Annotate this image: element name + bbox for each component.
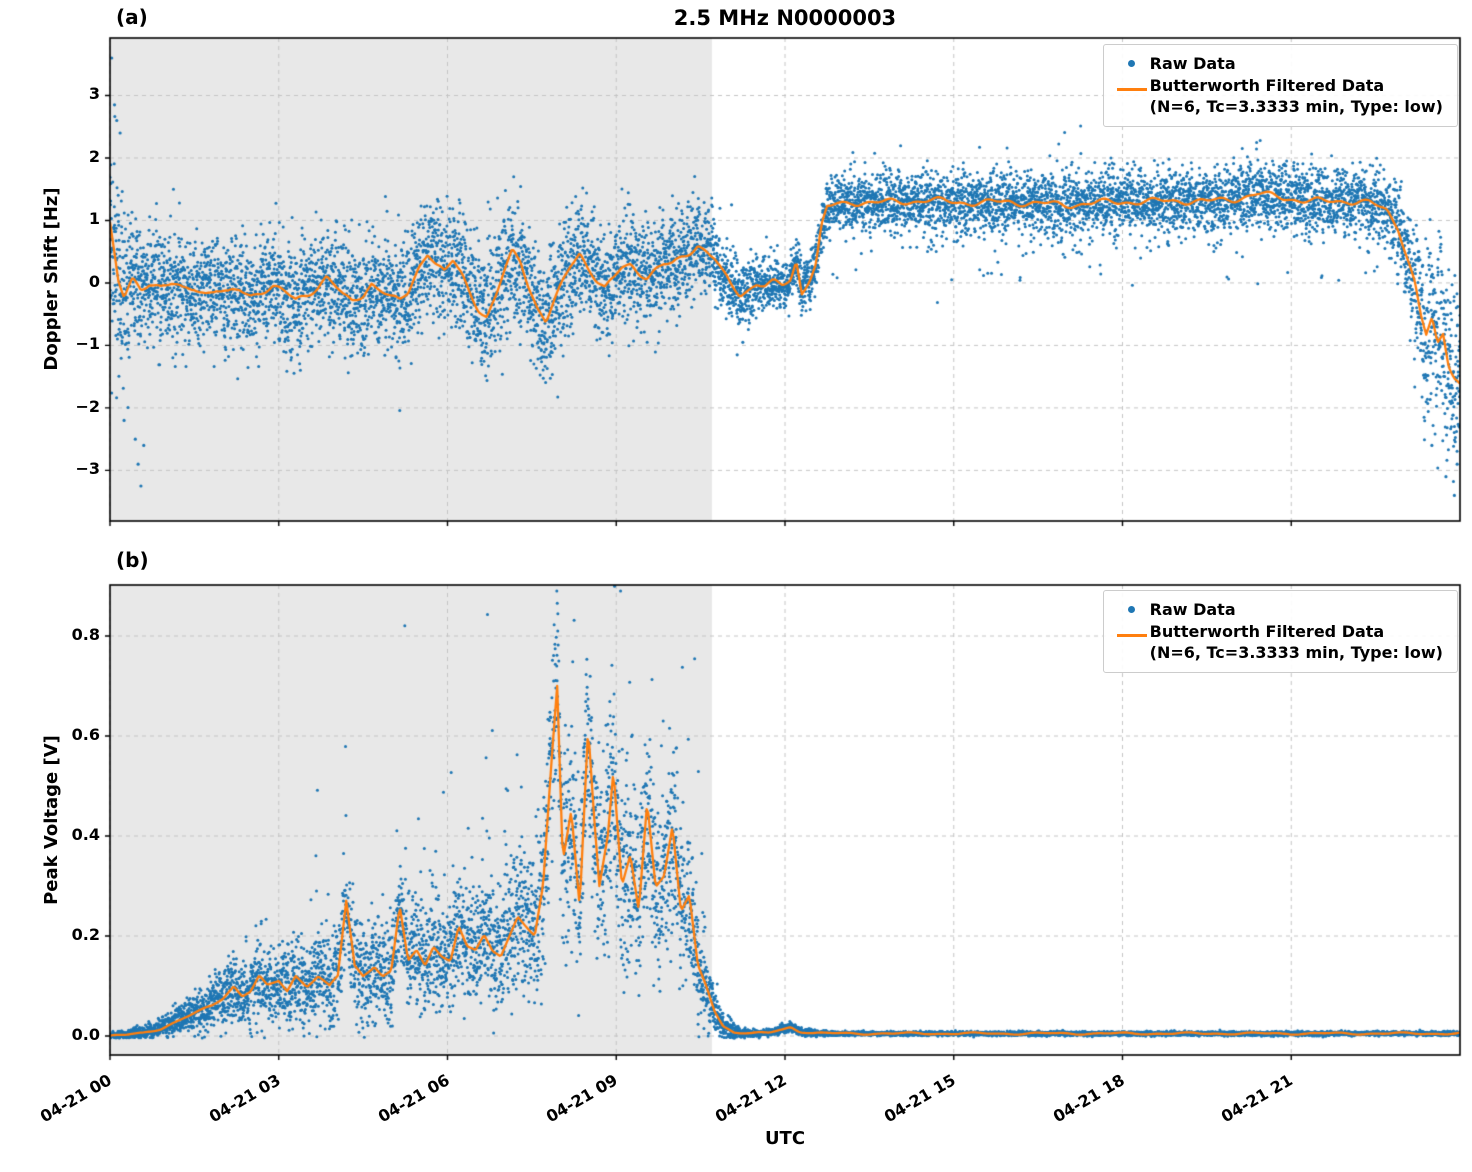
legend-item-raw: Raw Data <box>1114 599 1443 621</box>
legend-filtered-params: (N=6, Tc=3.3333 min, Type: low) <box>1149 97 1443 117</box>
figure-title: 2.5 MHz N0000003 <box>673 6 897 30</box>
legend-panel-a: Raw Data Butterworth Filtered Data (N=6,… <box>1102 44 1458 127</box>
legend-panel-b: Raw Data Butterworth Filtered Data (N=6,… <box>1102 590 1458 673</box>
x-axis-label: UTC <box>764 1128 806 1149</box>
y-tick-label: 3 <box>88 84 100 104</box>
y-tick-label: 2 <box>88 146 100 166</box>
y-tick-label: −1 <box>75 334 100 354</box>
legend-filtered-label: Butterworth Filtered Data <box>1149 621 1385 641</box>
legend-item-raw: Raw Data <box>1114 53 1443 75</box>
y-tick-label: 0.0 <box>71 1025 100 1044</box>
panel-a-label: (a) <box>116 5 148 29</box>
panel-b-label: (b) <box>116 548 149 572</box>
y-tick-label: 1 <box>88 209 100 229</box>
filtered-line-marker <box>1114 621 1150 642</box>
y-tick-label: −3 <box>75 459 100 479</box>
y-axis-label-voltage: Peak Voltage [V] <box>41 735 62 905</box>
legend-raw-label: Raw Data <box>1149 54 1236 73</box>
raw-data-dot-marker <box>1114 599 1150 620</box>
legend-item-filtered: Butterworth Filtered Data (N=6, Tc=3.333… <box>1114 75 1443 118</box>
legend-raw-label: Raw Data <box>1149 600 1236 619</box>
y-tick-label: −2 <box>75 396 100 416</box>
filtered-line-marker <box>1114 75 1150 96</box>
y-tick-label: 0.8 <box>71 625 100 644</box>
y-tick-label: 0.6 <box>71 725 100 744</box>
legend-filtered-params: (N=6, Tc=3.3333 min, Type: low) <box>1149 643 1443 663</box>
raw-data-dot-marker <box>1114 53 1150 74</box>
y-tick-label: 0.4 <box>71 825 100 844</box>
legend-item-filtered: Butterworth Filtered Data (N=6, Tc=3.333… <box>1114 621 1443 664</box>
legend-filtered-label: Butterworth Filtered Data <box>1149 75 1385 95</box>
y-tick-label: 0.2 <box>71 925 100 944</box>
y-tick-label: 0 <box>88 271 100 291</box>
